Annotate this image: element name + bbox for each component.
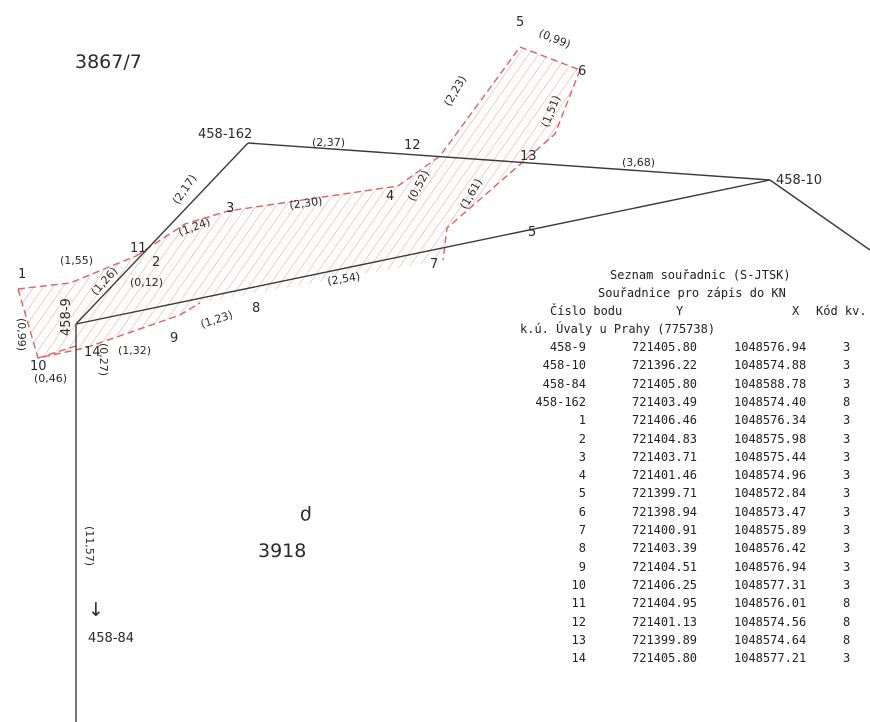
dimension-label: (1,32) <box>118 344 151 357</box>
point-label: 5 <box>516 15 524 30</box>
point-label: 2 <box>152 255 160 270</box>
dimension-label: (0,46) <box>34 372 67 385</box>
dimension-label: (2,30) <box>289 194 324 211</box>
dimension-label: (1,23) <box>199 308 234 331</box>
point-label: 10 <box>30 359 47 374</box>
dimension-label: (2,54) <box>326 270 361 288</box>
dimension-label: (0,99) <box>537 27 573 51</box>
point-label: 1 <box>18 267 26 282</box>
point-label: 458-84 <box>88 631 134 646</box>
point-label: 458-162 <box>198 127 252 142</box>
proposed-boundaries <box>17 46 581 359</box>
point-label: 4 <box>386 189 394 204</box>
point-label: 7 <box>430 257 438 272</box>
point-label: 11 <box>130 241 147 256</box>
point-label: 8 <box>252 301 260 316</box>
point-label: 458-9 <box>59 298 74 336</box>
dimension-label: (2,37) <box>312 136 345 149</box>
dimension-label: (2,17) <box>170 172 200 207</box>
point-label: 3 <box>226 201 234 216</box>
point-label: 6 <box>578 64 586 79</box>
dimension-label: (11,57) <box>83 526 96 566</box>
parcel-north: 3867/7 <box>75 51 142 73</box>
hatched-area <box>18 47 580 358</box>
parcel-south: 3918 <box>258 540 306 562</box>
point-label: 9 <box>170 331 178 346</box>
dimension-label: (0,12) <box>130 276 163 289</box>
point-label: 5 <box>528 225 536 240</box>
point-label: 12 <box>404 138 421 153</box>
dimension-label: (0,27) <box>97 343 110 376</box>
dimension-label: (0,99) <box>15 318 28 351</box>
point-label: 14 <box>84 345 101 360</box>
existing-boundaries <box>75 142 870 722</box>
parcel-symbol: ρ <box>300 505 312 527</box>
dimension-label: (1,55) <box>60 254 93 267</box>
point-label: 13 <box>520 149 537 164</box>
dimension-label: (2,23) <box>441 73 469 108</box>
dimension-label: (3,68) <box>622 156 655 169</box>
arrow-down-icon: ↓ <box>88 599 104 621</box>
point-label: 458-10 <box>776 173 822 188</box>
